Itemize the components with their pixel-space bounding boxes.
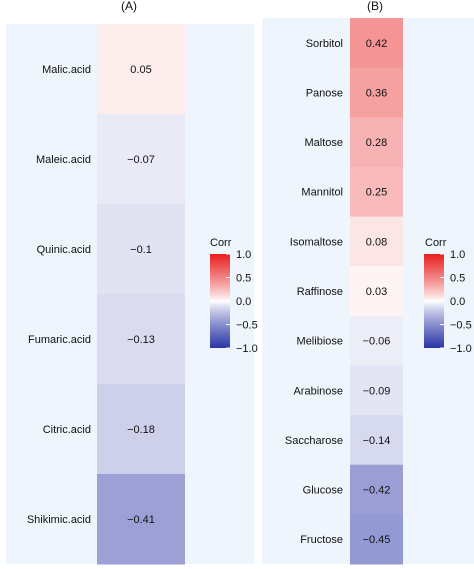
panel-label: (B) bbox=[367, 0, 383, 13]
heatmap-cell bbox=[350, 18, 403, 69]
heatmap-cell bbox=[350, 415, 403, 466]
colorbar-tick-label: −1.0 bbox=[450, 343, 472, 355]
cell-value-label: 0.42 bbox=[366, 38, 387, 50]
cell-value-label: 0.05 bbox=[130, 64, 151, 76]
cell-value-label: −0.06 bbox=[363, 336, 391, 348]
row-label: Raffinose bbox=[297, 286, 343, 298]
row-label: Mannitol bbox=[301, 187, 343, 199]
colorbar-gradient bbox=[424, 254, 444, 348]
row-label: Citric.acid bbox=[43, 424, 91, 436]
cell-value-label: −0.45 bbox=[363, 534, 391, 546]
colorbar-tick-label: 0.0 bbox=[236, 296, 251, 308]
heatmap-cell bbox=[97, 294, 185, 385]
cell-value-label: −0.18 bbox=[127, 424, 155, 436]
heatmap-panel-b: (B) 0.42 Sorbitol 0.36 Panose 0.28 Maltose 0.25… bbox=[262, 0, 474, 565]
colorbar-title: Corr bbox=[210, 237, 232, 249]
row-label: Arabinose bbox=[293, 385, 343, 397]
colorbar-tick-label: 1.0 bbox=[450, 249, 465, 261]
heatmap-cell bbox=[97, 24, 185, 115]
heatmap-cell bbox=[350, 464, 403, 515]
row-label: Sorbitol bbox=[306, 38, 343, 50]
row-label: Fumaric.acid bbox=[28, 334, 91, 346]
colorbar-tick-label: 1.0 bbox=[236, 249, 251, 261]
colorbar-tick-label: 0.0 bbox=[450, 296, 465, 308]
row-label: Isomaltose bbox=[290, 236, 343, 248]
cell-value-label: −0.13 bbox=[127, 334, 155, 346]
heatmap-cell bbox=[97, 474, 185, 565]
cell-value-label: 0.08 bbox=[366, 236, 387, 248]
colorbar-title: Corr bbox=[425, 237, 447, 249]
cell-value-label: 0.25 bbox=[366, 187, 387, 199]
row-label: Maltose bbox=[304, 137, 343, 149]
heatmap-panel-a: (A) 0.05 Malic.acid −0.07 Maleic.acid −0.1 Qui… bbox=[6, 0, 258, 565]
heatmap-cell bbox=[97, 204, 185, 295]
colorbar-gradient bbox=[210, 254, 230, 348]
colorbar-tick-label: 0.5 bbox=[236, 273, 251, 285]
row-label: Panose bbox=[306, 87, 343, 99]
row-label: Saccharose bbox=[285, 435, 343, 447]
colorbar-tick-label: −0.5 bbox=[450, 320, 472, 332]
cell-value-label: −0.14 bbox=[363, 435, 391, 447]
heatmap-cell bbox=[350, 514, 403, 565]
colorbar-legend: Corr 1.0 0.5 0.0 −0.5 −1.0 bbox=[210, 237, 258, 355]
heatmap-cell bbox=[350, 117, 403, 168]
row-label: Melibiose bbox=[297, 336, 343, 348]
heatmap-cell bbox=[350, 166, 403, 218]
row-label: Maleic.acid bbox=[36, 154, 91, 166]
heatmap-cell bbox=[97, 384, 185, 475]
row-label: Quinic.acid bbox=[37, 244, 91, 256]
cell-value-label: 0.28 bbox=[366, 137, 387, 149]
row-label: Glucose bbox=[303, 485, 343, 497]
panel-label: (A) bbox=[121, 0, 137, 13]
heatmap-cell bbox=[350, 365, 403, 416]
heatmap-cell bbox=[350, 266, 403, 317]
heatmap-cell bbox=[350, 315, 403, 366]
row-label: Fructose bbox=[300, 534, 343, 546]
heatmap-cell bbox=[97, 114, 185, 205]
cell-value-label: 0.03 bbox=[366, 286, 387, 298]
colorbar-tick-label: 0.5 bbox=[450, 273, 465, 285]
row-label: Malic.acid bbox=[42, 64, 91, 76]
colorbar-tick-label: −0.5 bbox=[236, 320, 258, 332]
cell-value-label: 0.36 bbox=[366, 87, 387, 99]
colorbar-tick-label: −1.0 bbox=[236, 343, 258, 355]
cell-value-label: −0.41 bbox=[127, 514, 155, 526]
cell-value-label: −0.07 bbox=[127, 154, 155, 166]
cell-value-label: −0.1 bbox=[130, 244, 152, 256]
heatmap-cell bbox=[350, 67, 403, 118]
cell-value-label: −0.42 bbox=[363, 485, 391, 497]
cell-value-label: −0.09 bbox=[363, 385, 391, 397]
row-label: Shikimic.acid bbox=[27, 514, 91, 526]
heatmap-cell bbox=[350, 216, 403, 267]
